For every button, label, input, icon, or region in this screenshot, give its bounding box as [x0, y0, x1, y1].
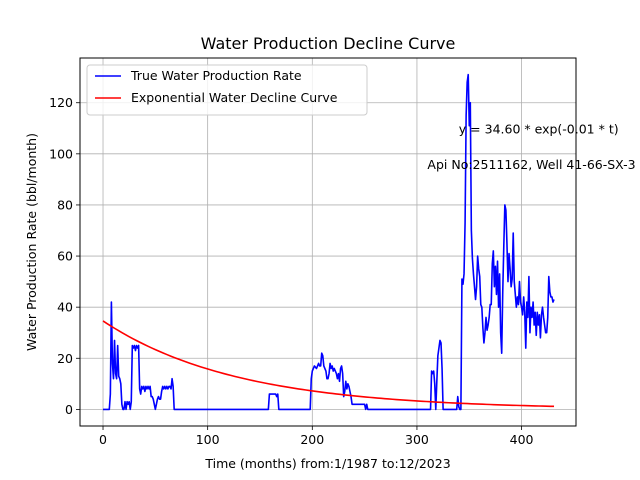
plot-frame [79, 57, 577, 427]
y-tick-label: 100 [49, 146, 73, 161]
chart-title: Water Production Decline Curve [201, 34, 456, 53]
x-tick-label: 200 [300, 432, 324, 447]
legend-label-true-rate: True Water Production Rate [130, 68, 302, 83]
x-tick-label: 400 [510, 432, 534, 447]
y-tick-label: 20 [57, 351, 73, 366]
y-axis-ticks: 0 20 40 60 80 100 120 [49, 95, 80, 417]
y-tick-label: 40 [57, 300, 73, 315]
y-tick-label: 80 [57, 197, 73, 212]
y-axis-label: Water Production Rate (bbl/month) [24, 133, 39, 351]
plot-series [102, 73, 555, 411]
legend-box [86, 64, 368, 116]
equation-annotation: y = 34.60 * exp(-0.01 * t) [459, 121, 619, 136]
y-tick-label: 120 [49, 95, 73, 110]
x-tick-label: 300 [405, 432, 429, 447]
x-tick-label: 0 [99, 432, 107, 447]
y-tick-label: 60 [57, 249, 73, 264]
legend-label-exponential: Exponential Water Decline Curve [131, 90, 338, 105]
legend: True Water Production Rate Exponential W… [86, 64, 368, 116]
true-water-production-line [103, 73, 555, 411]
x-axis-ticks: 0 100 200 300 400 [99, 426, 534, 447]
grid-lines [80, 58, 576, 426]
x-tick-label: 100 [196, 432, 220, 447]
exponential-decline-line [102, 320, 555, 408]
well-annotation: Api No:2511162, Well 41-66-SX-3 [427, 157, 635, 172]
x-axis-label: Time (months) from:1/1987 to:12/2023 [204, 456, 450, 471]
y-tick-label: 0 [65, 402, 73, 417]
